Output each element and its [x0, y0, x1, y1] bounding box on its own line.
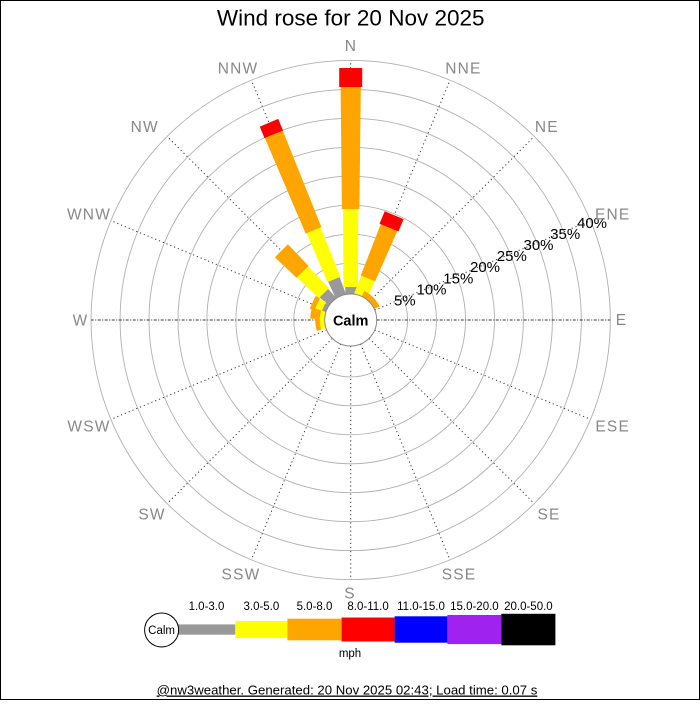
- svg-text:Wind rose for 20 Nov 2025: Wind rose for 20 Nov 2025: [217, 6, 485, 31]
- svg-text:ENE: ENE: [595, 207, 630, 224]
- svg-text:NNW: NNW: [218, 61, 259, 78]
- svg-text:25%: 25%: [497, 248, 527, 265]
- svg-text:30%: 30%: [523, 237, 553, 254]
- svg-text:mph: mph: [339, 648, 361, 660]
- svg-text:W: W: [73, 313, 89, 330]
- svg-text:WSW: WSW: [67, 419, 110, 436]
- svg-text:1.0-3.0: 1.0-3.0: [189, 601, 225, 613]
- svg-text:SW: SW: [138, 507, 165, 524]
- svg-text:40%: 40%: [577, 215, 607, 232]
- svg-text:3.0-5.0: 3.0-5.0: [243, 601, 279, 613]
- svg-text:Calm: Calm: [333, 314, 368, 330]
- svg-text:@nw3weather. Generated: 20 Nov: @nw3weather. Generated: 20 Nov 2025 02:4…: [157, 683, 538, 698]
- svg-text:SE: SE: [537, 507, 560, 524]
- svg-text:ESE: ESE: [595, 419, 630, 436]
- svg-text:SSE: SSE: [442, 567, 477, 584]
- svg-text:5.0-8.0: 5.0-8.0: [297, 601, 333, 613]
- svg-text:20%: 20%: [470, 259, 500, 276]
- svg-text:Calm: Calm: [148, 625, 175, 637]
- svg-text:15.0-20.0: 15.0-20.0: [450, 601, 499, 613]
- svg-text:35%: 35%: [550, 226, 580, 243]
- svg-text:15%: 15%: [443, 270, 473, 287]
- svg-text:11.0-15.0: 11.0-15.0: [397, 601, 445, 613]
- svg-text:20.0-50.0: 20.0-50.0: [504, 601, 553, 613]
- svg-text:NNE: NNE: [445, 61, 481, 78]
- svg-text:SSW: SSW: [222, 567, 261, 584]
- svg-text:8.0-11.0: 8.0-11.0: [347, 601, 388, 613]
- svg-text:5%: 5%: [394, 292, 416, 309]
- svg-text:WNW: WNW: [67, 207, 111, 224]
- svg-text:NW: NW: [131, 119, 159, 136]
- svg-text:E: E: [616, 312, 628, 329]
- svg-text:NE: NE: [535, 119, 559, 136]
- svg-text:10%: 10%: [416, 281, 446, 298]
- svg-text:N: N: [345, 38, 357, 55]
- svg-text:S: S: [344, 586, 356, 603]
